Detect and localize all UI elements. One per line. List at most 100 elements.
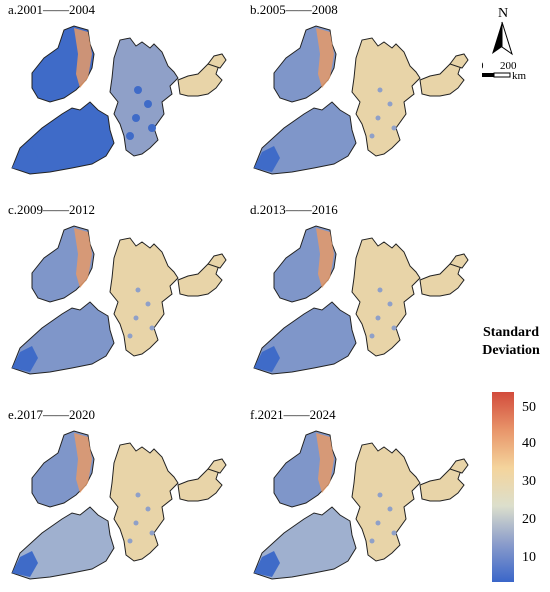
- region-east-tail-a: [207, 53, 227, 69]
- ridge-strip-e: [74, 433, 92, 493]
- basin-spot-a-4: [126, 132, 134, 140]
- legend-title-line1: Standard: [482, 325, 540, 340]
- region-east-tail-d: [449, 253, 469, 269]
- ridge-strip-b: [316, 28, 334, 88]
- basin-spot-f-3: [391, 530, 397, 536]
- region-east-c: [177, 257, 223, 297]
- basin-spot-c-3: [149, 325, 155, 331]
- region-east-e: [177, 462, 223, 502]
- basin-spot-d-1: [387, 301, 393, 307]
- region-east-tail-e: [207, 458, 227, 474]
- scale-bar-white: [493, 72, 511, 78]
- basin-spot-b-4: [369, 133, 375, 139]
- region-central-c: [109, 237, 179, 357]
- basin-spot-c-2: [133, 315, 139, 321]
- southwest-tip-d: [254, 346, 280, 372]
- panel-title-f: f.2021——2024: [250, 407, 336, 422]
- basin-spot-c-4: [127, 333, 133, 339]
- basin-spot-f-1: [387, 506, 393, 512]
- region-east-b: [419, 57, 465, 97]
- ridge-strip-f: [316, 433, 334, 493]
- basin-spot-a-3: [148, 124, 156, 132]
- basin-spot-b-0: [377, 87, 383, 93]
- legend-tick-30: 30: [522, 474, 536, 489]
- north-label: N: [498, 6, 508, 21]
- basin-spot-a-2: [132, 114, 140, 122]
- legend-swatch-2: [492, 430, 514, 468]
- region-central-a: [109, 37, 179, 157]
- map-panel-c: c.2009——2012: [2, 200, 237, 375]
- panel-title-e: e.2017——2020: [8, 407, 96, 422]
- map-panel-b: b.2005——2008: [244, 0, 479, 175]
- basin-spot-e-1: [145, 506, 151, 512]
- ridge-strip-c: [74, 228, 92, 288]
- map-panel-f: f.2021——2024: [244, 405, 479, 580]
- basin-spot-b-1: [387, 101, 393, 107]
- southwest-tip-c: [12, 346, 38, 372]
- basin-spot-d-3: [391, 325, 397, 331]
- legend-color-bar: [492, 392, 514, 582]
- legend-swatch-3: [492, 468, 514, 506]
- basin-spot-f-4: [369, 538, 375, 544]
- scale-start: 0: [482, 60, 484, 72]
- map-panel-e: e.2017——2020: [2, 405, 237, 580]
- region-west-c: [11, 301, 115, 375]
- basin-spot-e-3: [149, 530, 155, 536]
- basin-spot-c-1: [145, 301, 151, 307]
- north-arrow-left-half: [492, 22, 502, 54]
- ridge-strip-d: [316, 228, 334, 288]
- panel-title-d: d.2013——2016: [250, 202, 338, 217]
- region-west-d: [253, 301, 357, 375]
- north-arrow-right-half: [501, 21, 513, 56]
- map-c: [11, 225, 227, 375]
- region-east-a: [177, 57, 223, 97]
- map-f: [253, 430, 469, 580]
- map-panel-a: a.2001——2004: [2, 0, 237, 175]
- basin-spot-e-4: [127, 538, 133, 544]
- scale-unit: km: [512, 70, 527, 82]
- map-a: [11, 25, 227, 175]
- southwest-tip-b: [254, 146, 280, 172]
- scale-bar-black: [482, 73, 494, 77]
- basin-spot-f-2: [375, 520, 381, 526]
- map-b: [253, 25, 469, 175]
- legend-title: Standard Deviation: [472, 324, 550, 360]
- region-central-b: [351, 37, 421, 157]
- north-arrow-and-scale: N 0 200 km: [478, 2, 542, 82]
- legend-swatch-4: [492, 506, 514, 544]
- region-central-e: [109, 442, 179, 562]
- panel-title-c: c.2009——2012: [8, 202, 96, 217]
- region-east-d: [419, 257, 465, 297]
- legend-tick-10: 10: [522, 550, 536, 565]
- basin-spot-d-2: [375, 315, 381, 321]
- region-west-b: [253, 101, 357, 175]
- panel-title-b: b.2005——2008: [250, 2, 338, 17]
- basin-spot-d-4: [369, 333, 375, 339]
- region-east-tail-b: [449, 53, 469, 69]
- legend-title-line2: Deviation: [482, 343, 540, 358]
- legend-tick-40: 40: [522, 436, 536, 451]
- region-central-f: [351, 442, 421, 562]
- region-west-a: [11, 101, 115, 175]
- basin-spot-a-1: [144, 100, 152, 108]
- basin-spot-c-0: [135, 287, 141, 293]
- southwest-tip-a: [12, 146, 38, 172]
- region-west-f: [253, 506, 357, 580]
- legend-swatch-1: [492, 392, 514, 430]
- scale-end: 200: [500, 60, 517, 72]
- legend-tick-50: 50: [522, 400, 536, 415]
- region-east-tail-f: [449, 458, 469, 474]
- basin-spot-b-3: [391, 125, 397, 131]
- southwest-tip-e: [12, 551, 38, 577]
- region-east-tail-c: [207, 253, 227, 269]
- map-e: [11, 430, 227, 580]
- legend-tick-20: 20: [522, 512, 536, 527]
- basin-spot-f-0: [377, 492, 383, 498]
- southwest-tip-f: [254, 551, 280, 577]
- region-east-f: [419, 462, 465, 502]
- region-central-d: [351, 237, 421, 357]
- region-west-e: [11, 506, 115, 580]
- basin-spot-d-0: [377, 287, 383, 293]
- ridge-strip-a: [74, 28, 92, 88]
- basin-spot-b-2: [375, 115, 381, 121]
